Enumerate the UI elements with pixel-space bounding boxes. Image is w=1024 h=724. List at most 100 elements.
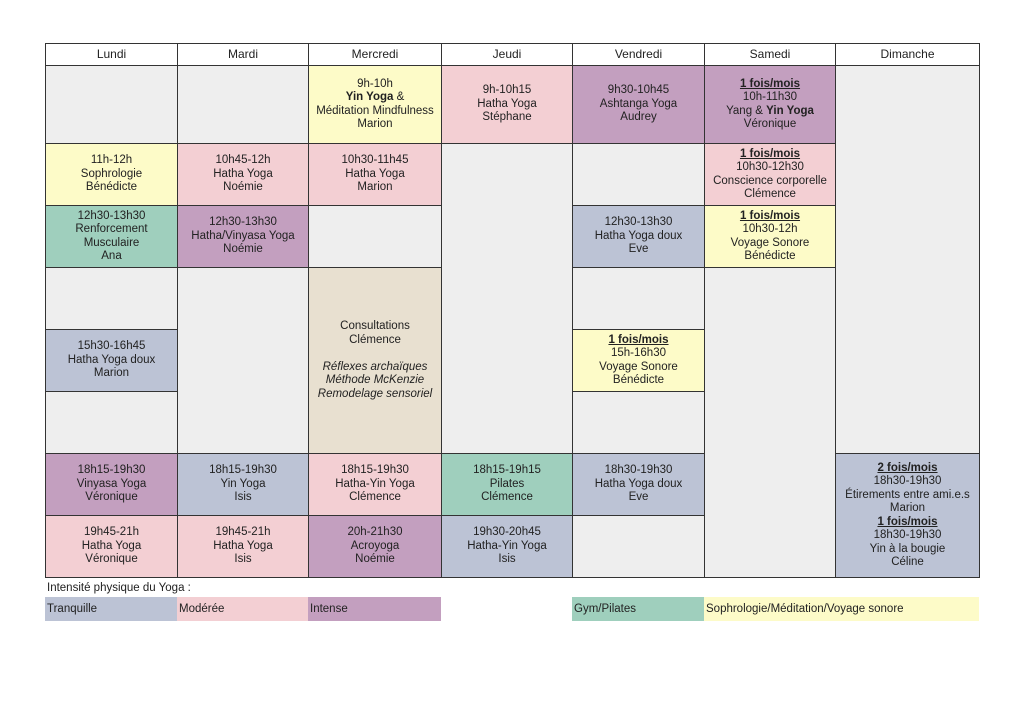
slot-line: Hatha Yoga doux	[575, 230, 702, 244]
slot-line: Céline	[838, 556, 977, 570]
slot-text: 2 fois/mois	[877, 461, 938, 474]
slot-line: 20h-21h30	[311, 526, 439, 540]
slot-text: Hatha Yoga doux	[594, 229, 683, 242]
slot-line: 9h-10h	[311, 78, 439, 92]
class-slot: Consultations Clémence Réflexes archaïque…	[308, 267, 442, 454]
slot-line: 10h30-12h30	[707, 161, 833, 175]
slot-text: Bénédicte	[612, 374, 665, 386]
slot-text: Céline	[891, 556, 924, 568]
slot-line: Hatha Yoga doux	[575, 478, 702, 492]
day-header: Vendredi	[572, 43, 705, 66]
slot-line: 10h-11h30	[707, 91, 833, 105]
slot-text: 10h30-12h30	[736, 161, 804, 173]
slot-line: Hatha Yoga	[180, 168, 306, 182]
empty-slot	[572, 267, 705, 330]
slot-text: Sophrologie	[80, 167, 143, 180]
class-slot: 11h-12h Sophrologie Bénédicte	[45, 143, 178, 206]
slot-text: Véronique	[85, 491, 138, 504]
slot-text: Pilates	[489, 477, 525, 490]
slot-text: Bénédicte	[744, 250, 796, 262]
slot-text: Hatha Yoga doux	[594, 477, 683, 490]
slot-text: 18h15-19h30	[341, 464, 409, 477]
slot-text: Noémie	[355, 553, 395, 566]
slot-text: Clémence	[349, 333, 401, 346]
slot-text: Bénédicte	[85, 181, 138, 194]
slot-line: 9h30-10h45	[575, 84, 702, 98]
slot-text: 9h-10h15	[482, 84, 532, 97]
slot-line: 18h15-19h15	[444, 464, 570, 478]
empty-slot	[441, 143, 573, 454]
slot-text: Renforcement	[75, 223, 148, 235]
slot-text: Eve	[628, 491, 649, 504]
slot-line: 18h30-19h30	[838, 529, 977, 543]
class-slot: 2 fois/mois 18h30-19h30 Étirements entre a…	[835, 453, 980, 578]
slot-line: 19h45-21h	[48, 526, 175, 540]
day-header: Lundi	[45, 43, 178, 66]
slot-line: 12h30-13h30	[575, 216, 702, 230]
empty-slot	[572, 143, 705, 206]
slot-text: 15h30-16h45	[77, 340, 146, 353]
slot-line: Acroyoga	[311, 540, 439, 554]
empty-slot	[177, 267, 309, 454]
legend-intense: Intense	[308, 597, 441, 621]
slot-line	[311, 347, 439, 361]
slot-text: Méditation Mindfulness	[316, 104, 434, 117]
slot-text: Hatha Yoga doux	[67, 353, 156, 366]
slot-text: &	[393, 91, 405, 103]
class-slot: 10h30-11h45 Hatha Yoga Marion	[308, 143, 442, 206]
slot-line: Hatha-Yin Yoga	[444, 540, 570, 554]
slot-text: Vinyasa Yoga	[76, 477, 147, 490]
slot-line: Marion	[311, 118, 439, 132]
class-slot: 18h30-19h30 Hatha Yoga doux Eve	[572, 453, 705, 516]
slot-text: Isis	[234, 553, 252, 566]
slot-text: 1 fois/mois	[739, 77, 801, 90]
slot-line: Hatha/Vinyasa Yoga	[180, 230, 306, 244]
slot-text: Voyage Sonore	[730, 236, 810, 249]
day-header: Samedi	[704, 43, 836, 66]
slot-text: Clémence	[349, 491, 401, 504]
class-slot: 1 fois/mois 15h-16h30 Voyage Sonore Bénédic…	[572, 329, 705, 392]
slot-text: Marion	[357, 118, 393, 130]
slot-line: Renforcement	[48, 223, 175, 237]
slot-text: 10h30-12h	[742, 223, 798, 235]
slot-text: Marion	[357, 181, 393, 194]
slot-text: 19h30-20h45	[473, 526, 541, 539]
slot-text: 1 fois/mois	[739, 209, 801, 222]
slot-text: Yin à la bougie	[869, 542, 946, 555]
legend-gym-pilates: Gym/Pilates	[572, 597, 704, 621]
slot-text: Remodelage sensoriel	[317, 387, 433, 400]
legend-title: Intensité physique du Yoga :	[47, 582, 191, 594]
slot-line: Hatha Yoga doux	[48, 354, 175, 368]
class-slot: 10h45-12h Hatha Yoga Noémie	[177, 143, 309, 206]
slot-text: 18h30-19h30	[873, 475, 942, 487]
slot-line: 1 fois/mois	[707, 148, 833, 162]
slot-line: Yang & Yin Yoga	[707, 105, 833, 119]
class-slot: 1 fois/mois 10h30-12h Voyage Sonore Bénédic…	[704, 205, 836, 268]
slot-text: 19h45-21h	[84, 526, 139, 539]
slot-text: Hatha/Vinyasa Yoga	[191, 229, 295, 242]
slot-text: Acroyoga	[350, 539, 400, 552]
slot-line: Musculaire	[48, 237, 175, 251]
slot-text: 18h30-19h30	[873, 529, 942, 541]
slot-line: 12h30-13h30	[48, 210, 175, 224]
slot-text: 1 fois/mois	[877, 515, 938, 528]
slot-line: Marion	[311, 181, 439, 195]
slot-text: 18h30-19h30	[604, 464, 673, 477]
slot-text: 15h-16h30	[611, 347, 666, 359]
slot-line: Eve	[575, 491, 702, 505]
slot-text: 12h30-13h30	[604, 216, 673, 229]
slot-text: 9h-10h	[357, 77, 393, 90]
slot-text: Ana	[101, 250, 122, 262]
slot-line: Véronique	[48, 491, 175, 505]
day-header: Mardi	[177, 43, 309, 66]
slot-line: Isis	[444, 553, 570, 567]
slot-line: 10h30-12h	[707, 223, 833, 237]
slot-line: Yin Yoga &	[311, 91, 439, 105]
slot-line: 1 fois/mois	[707, 78, 833, 92]
slot-line: Clémence	[311, 491, 439, 505]
slot-text: Eve	[628, 243, 649, 256]
slot-line: Conscience corporelle	[707, 175, 833, 189]
day-header: Mercredi	[308, 43, 442, 66]
empty-slot	[45, 391, 178, 454]
slot-text: Hatha-Yin Yoga	[467, 539, 547, 552]
